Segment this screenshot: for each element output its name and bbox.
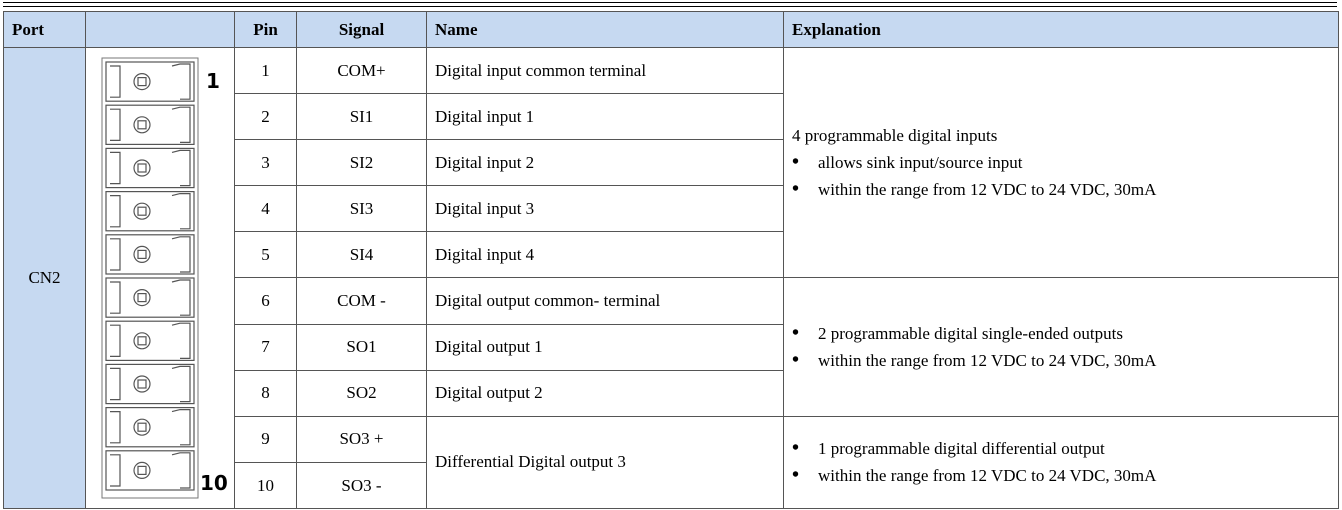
explanation-title: 4 programmable digital inputs [792, 125, 998, 145]
explanation-bullet: within the range from 12 VDC to 24 VDC, … [792, 462, 1330, 489]
header-cell: Signal [296, 11, 427, 48]
signal-cell: SO3 - [296, 462, 427, 509]
signal-cell: SI1 [296, 93, 427, 140]
explanation-bullet: allows sink input/source input [792, 149, 1330, 176]
name-cell: Digital output common- terminal [426, 277, 784, 325]
signal-cell: SI4 [296, 231, 427, 278]
terminal [105, 147, 195, 189]
port-cell: CN2 [3, 47, 86, 509]
signal-cell: SO1 [296, 323, 427, 371]
pin-cell: 1 [234, 47, 297, 94]
name-cell: Differential Digital output 3 [426, 415, 784, 509]
pin-table: Port Pin Signal Name Explanation CN2 [3, 11, 1339, 509]
terminal [105, 407, 195, 448]
header-cell: Pin [234, 11, 297, 48]
terminal [105, 191, 195, 232]
explanation-bullet: 1 programmable digital differential outp… [792, 435, 1330, 462]
pin-cell: 6 [234, 277, 297, 325]
terminal [105, 61, 195, 102]
name-cell: Digital input 2 [426, 139, 784, 186]
signal-cell: COM - [296, 277, 427, 325]
explanation-bullet: within the range from 12 VDC to 24 VDC, … [792, 347, 1330, 374]
top-rule [3, 2, 1337, 7]
name-cell: Digital output 2 [426, 369, 784, 417]
terminal [105, 450, 195, 491]
explanation-cell: 2 programmable digital single-ended outp… [783, 277, 1339, 417]
pin-cell: 4 [234, 185, 297, 232]
pin-cell: 3 [234, 139, 297, 186]
signal-cell: COM+ [296, 47, 427, 94]
pin-cell: 2 [234, 93, 297, 140]
row: 7 SO1 Digital output 1 [4, 323, 1339, 371]
name-cell: Digital input 4 [426, 231, 784, 278]
header-row: Port Pin Signal Name Explanation [3, 11, 1339, 48]
explanation-bullet: within the range from 12 VDC to 24 VDC, … [792, 176, 1330, 203]
terminal [105, 104, 195, 146]
explanation-cell: 1 programmable digital differential outp… [783, 415, 1339, 509]
pin-cell: 7 [234, 323, 297, 371]
signal-cell: SI2 [296, 139, 427, 186]
header-cell: Port [3, 11, 86, 48]
row: 10 SO3 - [4, 462, 1339, 509]
name-cell: Digital output 1 [426, 323, 784, 371]
terminal [105, 277, 195, 318]
name-cell: Digital input common terminal [426, 47, 784, 94]
connector: 1 10 [101, 57, 228, 499]
signal-cell: SO3 + [296, 415, 427, 463]
name-cell: Digital input 3 [426, 185, 784, 232]
pin-cell: 9 [234, 415, 297, 463]
explanation-cell: 4 programmable digital inputs allows sink… [783, 47, 1339, 278]
row: 3 SI2 Digital input 2 [4, 139, 1339, 186]
connector-cell: 1 10 [85, 47, 235, 509]
terminal [105, 234, 195, 275]
signal-cell: SI3 [296, 185, 427, 232]
pin-label: 10 [200, 471, 228, 495]
row: 8 SO2 Digital output 2 [4, 369, 1339, 417]
name-cell: Digital input 1 [426, 93, 784, 140]
header-cell [85, 11, 235, 48]
pin-cell: 8 [234, 369, 297, 417]
terminal [105, 320, 195, 362]
explanation-bullet: 2 programmable digital single-ended outp… [792, 320, 1330, 347]
row: 5 SI4 Digital input 4 [4, 231, 1339, 278]
pin-cell: 5 [234, 231, 297, 278]
pin-label: 1 [206, 69, 220, 93]
row: 2 SI1 Digital input 1 [4, 93, 1339, 140]
signal-cell: SO2 [296, 369, 427, 417]
terminal [105, 363, 195, 405]
header-cell: Explanation [783, 11, 1339, 48]
header-cell: Name [426, 11, 784, 48]
pin-cell: 10 [234, 462, 297, 509]
row: CN2 [3, 47, 1339, 509]
